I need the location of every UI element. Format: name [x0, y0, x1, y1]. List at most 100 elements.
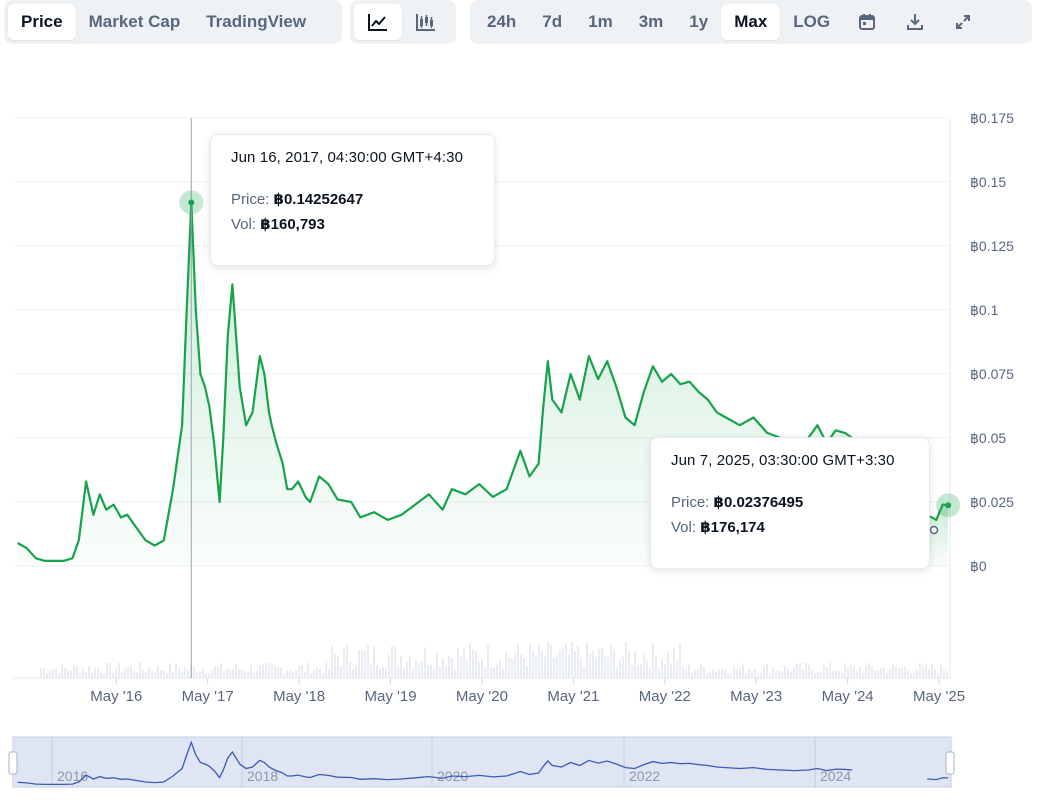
volume-bar	[457, 648, 459, 678]
calendar-icon	[859, 14, 876, 30]
log-toggle[interactable]: LOG	[793, 12, 831, 31]
range-3m[interactable]: 3m	[638, 12, 664, 31]
volume-bar	[535, 655, 537, 678]
volume-bar	[406, 661, 408, 678]
volume-bar	[514, 654, 516, 678]
volume-bar	[556, 655, 558, 678]
volume-bar	[64, 667, 66, 678]
volume-bar	[703, 667, 705, 678]
volume-bar	[685, 669, 687, 678]
volume-bar	[244, 671, 246, 678]
navigator-window	[12, 736, 952, 788]
volume-bar	[766, 664, 768, 678]
volume-bar	[502, 668, 504, 678]
chart-type-group	[350, 0, 456, 44]
volume-bar	[415, 659, 417, 678]
volume-bar	[691, 672, 693, 678]
volume-bar	[586, 642, 588, 678]
volume-bar	[352, 668, 354, 678]
x-tick-label: May '24	[822, 688, 874, 705]
volume-bar	[508, 657, 510, 678]
volume-bar	[316, 667, 318, 678]
volume-bar	[511, 659, 513, 678]
volume-bar	[769, 674, 771, 678]
range-max[interactable]: Max	[721, 4, 781, 40]
candlestick-button[interactable]	[402, 4, 450, 40]
navigator-line-0	[17, 740, 853, 786]
volume-bar	[733, 665, 735, 678]
volume-bar	[196, 672, 198, 678]
fullscreen-button[interactable]	[939, 4, 987, 40]
volume-bar	[283, 674, 285, 678]
volume-bar	[736, 668, 738, 678]
volume-bar	[697, 669, 699, 678]
volume-bar	[313, 670, 315, 678]
line-chart-button[interactable]	[354, 4, 402, 40]
volume-bar	[307, 662, 309, 678]
volume-bar	[97, 668, 99, 678]
x-tick-label: May '18	[273, 688, 325, 705]
tab-market-cap[interactable]: Market Cap	[88, 12, 181, 31]
range-24h[interactable]: 24h	[487, 12, 517, 31]
volume-bar	[448, 656, 450, 678]
volume-bar	[892, 664, 894, 678]
navigator-label: 2018	[247, 768, 278, 784]
x-tick-label: May '20	[456, 688, 508, 705]
volume-bar	[268, 663, 270, 678]
volume-bar	[247, 671, 249, 678]
volume-bar	[58, 673, 60, 678]
volume-bar	[883, 667, 885, 678]
download-button[interactable]	[891, 4, 939, 40]
navigator-handle-left[interactable]	[8, 751, 18, 775]
volume-bar	[370, 663, 372, 678]
volume-bar	[334, 653, 336, 678]
volume-bar	[775, 671, 777, 678]
tooltip-peak: Jun 16, 2017, 04:30:00 GMT+4:30 Price: ฿…	[210, 134, 495, 266]
volume-bar	[760, 672, 762, 678]
volume-bar	[322, 673, 324, 678]
volume-bar	[430, 664, 432, 678]
volume-bar	[877, 670, 879, 678]
volume-bar	[451, 657, 453, 678]
tab-tradingview[interactable]: TradingView	[206, 12, 307, 31]
volume-bar	[403, 668, 405, 678]
volume-bar	[460, 656, 462, 678]
volume-bar	[346, 644, 348, 678]
volume-bar	[253, 672, 255, 678]
volume-bar	[262, 664, 264, 678]
volume-bar	[886, 672, 888, 678]
volume-bar	[616, 668, 618, 678]
calendar-button[interactable]	[843, 4, 891, 40]
volume-bar	[709, 672, 711, 678]
volume-bar	[568, 654, 570, 678]
volume-bar	[580, 657, 582, 678]
x-tick-label: May '21	[547, 688, 599, 705]
volume-bar	[868, 662, 870, 678]
volume-bar	[529, 644, 531, 678]
volume-bar	[493, 667, 495, 678]
tooltip-price-row: Price: ฿0.14252647	[231, 191, 364, 208]
volume-bar	[823, 665, 825, 678]
volume-bar	[694, 670, 696, 678]
navigator-label: 2016	[57, 768, 88, 784]
volume-bar	[463, 648, 465, 678]
volume-bar	[910, 673, 912, 678]
tooltip-date: Jun 7, 2025, 03:30:00 GMT+3:30	[671, 452, 895, 469]
volume-bar	[571, 641, 573, 678]
tab-price[interactable]: Price	[8, 4, 76, 40]
range-7d[interactable]: 7d	[542, 12, 563, 31]
volume-bar	[259, 665, 261, 678]
volume-bar	[331, 645, 333, 678]
volume-bar	[367, 645, 369, 678]
volume-bar	[103, 673, 105, 678]
range-1y[interactable]: 1y	[689, 12, 709, 31]
volume-bar	[373, 646, 375, 678]
navigator-handle-right[interactable]	[945, 751, 955, 775]
volume-bar	[472, 649, 474, 678]
volume-bar	[487, 644, 489, 678]
range-1m[interactable]: 1m	[588, 12, 613, 31]
volume-bar	[940, 663, 942, 678]
volume-bar	[700, 663, 702, 678]
volume-bar	[835, 670, 837, 678]
